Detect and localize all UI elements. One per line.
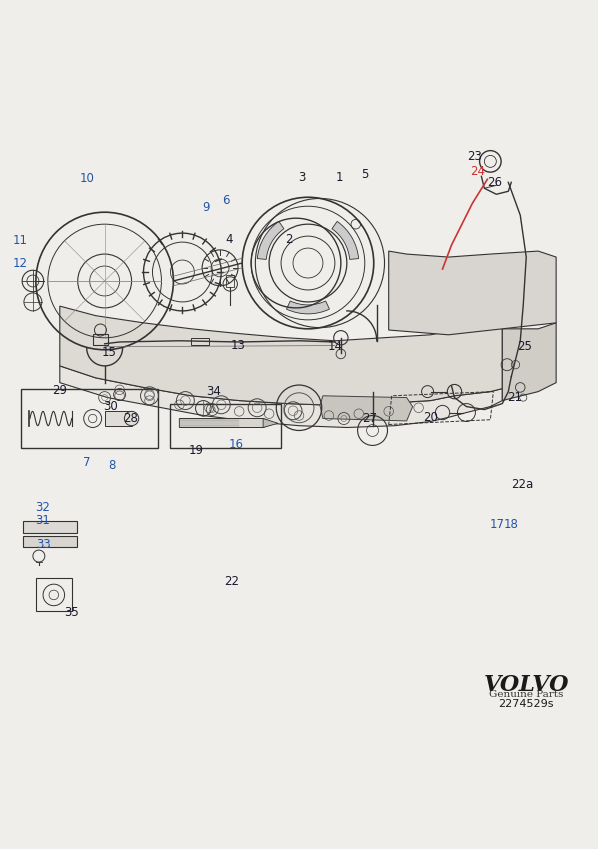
Text: Genuine Parts: Genuine Parts <box>489 690 563 700</box>
Text: 6: 6 <box>222 194 230 207</box>
Text: 22a: 22a <box>511 478 533 491</box>
Text: 17: 17 <box>490 519 505 531</box>
Text: 5: 5 <box>361 168 368 181</box>
Text: 1: 1 <box>335 171 343 184</box>
Text: 2: 2 <box>285 233 292 246</box>
Text: 31: 31 <box>36 514 50 526</box>
Bar <box>191 338 209 345</box>
Bar <box>93 335 108 345</box>
Text: 11: 11 <box>12 234 28 247</box>
Bar <box>170 403 281 448</box>
Text: 3: 3 <box>298 171 306 184</box>
Text: 25: 25 <box>518 340 532 353</box>
Text: 19: 19 <box>188 444 204 457</box>
Text: 28: 28 <box>123 412 138 425</box>
Polygon shape <box>502 323 556 401</box>
Bar <box>23 537 77 547</box>
Text: 23: 23 <box>467 150 481 163</box>
Wedge shape <box>286 301 329 314</box>
Text: 34: 34 <box>207 385 221 398</box>
Wedge shape <box>332 222 359 260</box>
Text: 15: 15 <box>102 346 117 359</box>
Text: 35: 35 <box>65 606 79 620</box>
Bar <box>23 521 77 533</box>
Bar <box>36 578 72 611</box>
Polygon shape <box>320 396 413 421</box>
Text: 4: 4 <box>225 233 233 246</box>
Text: 33: 33 <box>36 537 50 551</box>
Text: 12: 12 <box>12 256 28 269</box>
Text: 10: 10 <box>80 171 94 184</box>
Text: 8: 8 <box>109 458 116 472</box>
Polygon shape <box>179 419 275 428</box>
Text: 9: 9 <box>203 201 210 214</box>
Text: 24: 24 <box>469 165 485 178</box>
Wedge shape <box>257 222 284 260</box>
Text: 16: 16 <box>228 438 244 451</box>
Text: 20: 20 <box>423 411 438 424</box>
Text: 21: 21 <box>507 391 522 404</box>
Text: 30: 30 <box>103 400 118 413</box>
Bar <box>226 275 234 287</box>
Polygon shape <box>105 412 132 425</box>
Text: 29: 29 <box>52 384 68 397</box>
Polygon shape <box>263 419 278 428</box>
Text: 27: 27 <box>362 412 377 425</box>
Text: 14: 14 <box>327 340 343 353</box>
Polygon shape <box>60 366 502 428</box>
Text: 13: 13 <box>231 339 245 352</box>
Text: VOLVO: VOLVO <box>484 673 569 695</box>
Text: 18: 18 <box>504 519 518 531</box>
Polygon shape <box>389 251 556 335</box>
Bar <box>21 389 158 448</box>
Text: 2274529s: 2274529s <box>499 699 554 709</box>
Text: 7: 7 <box>83 456 90 469</box>
Text: 32: 32 <box>36 501 50 514</box>
Polygon shape <box>60 306 502 405</box>
Text: 22: 22 <box>224 575 240 588</box>
Text: 26: 26 <box>487 176 502 188</box>
Circle shape <box>124 412 139 425</box>
